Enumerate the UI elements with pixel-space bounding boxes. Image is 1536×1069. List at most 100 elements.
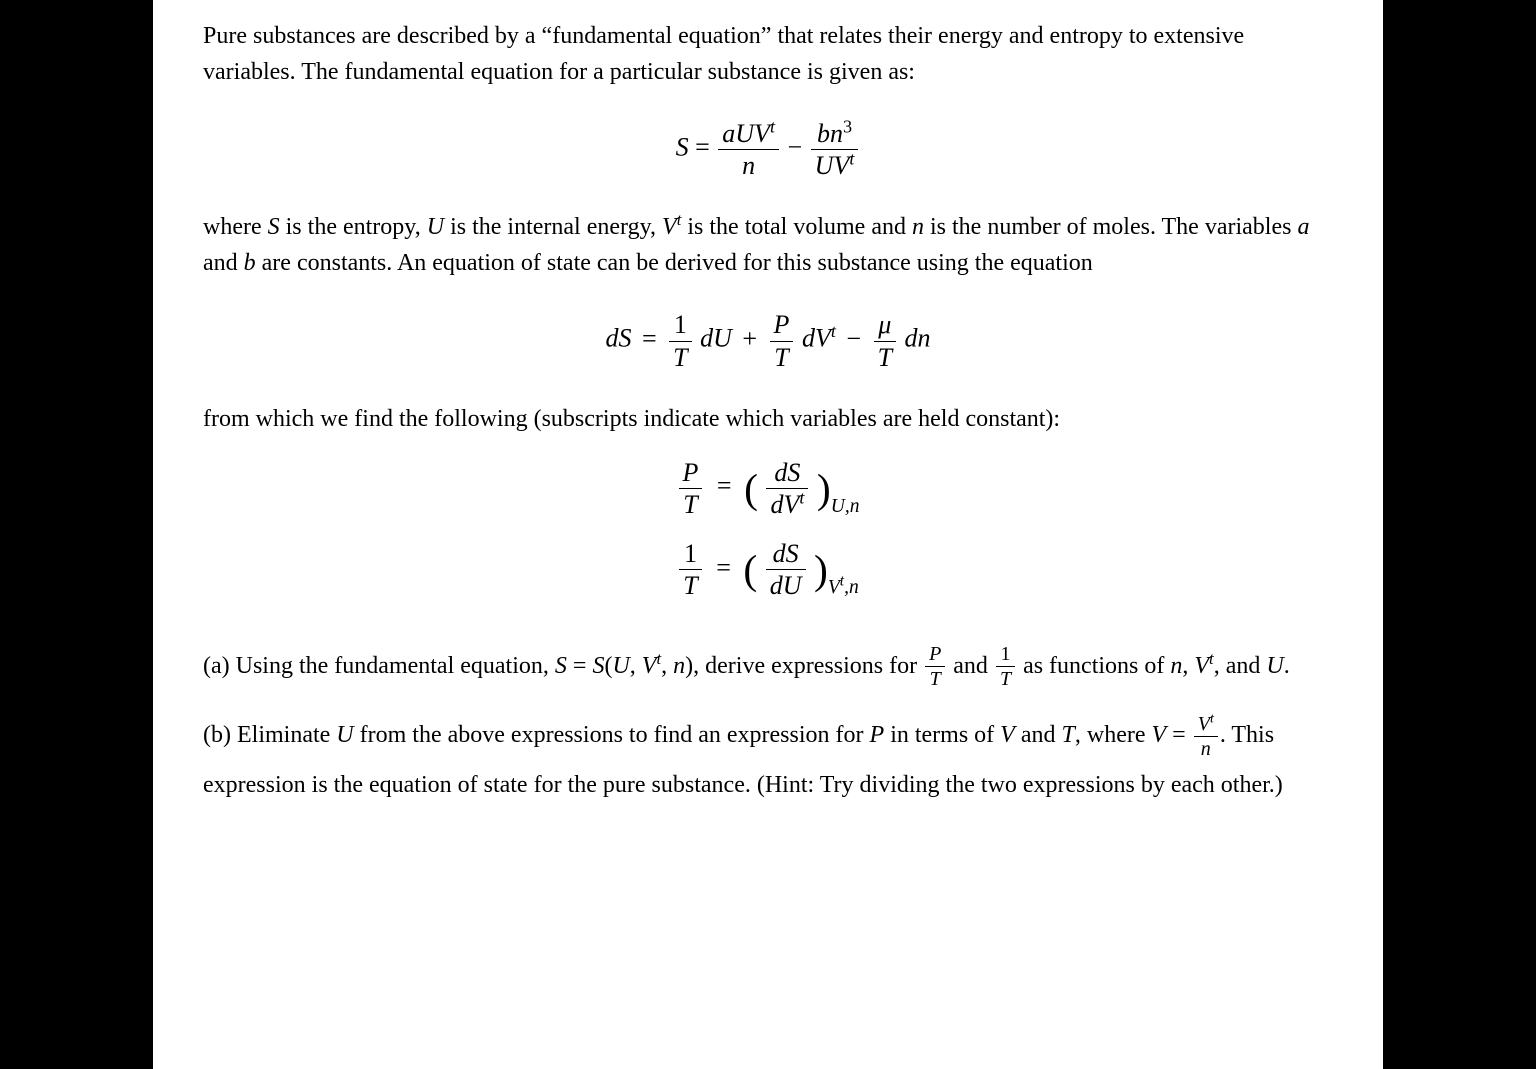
eq1-lhs: S	[676, 133, 689, 162]
eq1-t2: t	[849, 149, 854, 169]
subscripts-paragraph: from which we find the following (subscr…	[203, 401, 1333, 437]
eq1-3: 3	[843, 116, 852, 136]
eq1-V2: V	[833, 151, 849, 180]
pB-fV: V	[1198, 713, 1210, 735]
eq2-f2n: P	[770, 309, 794, 341]
eq3-lhs: P T	[679, 457, 703, 520]
partial-equations: P T = ( dS dVt )U,n 1 T = ( dS dU )Vt,n	[203, 457, 1333, 602]
p2-e: is the number of moles. The variables	[924, 214, 1297, 240]
pA-e: ,	[1182, 653, 1194, 679]
p2-av: a	[1297, 214, 1309, 240]
eq3-sub: U,n	[831, 496, 860, 517]
pA-S: S	[555, 653, 567, 679]
eq2-dV: dV	[802, 324, 831, 353]
eq2-f2d: T	[770, 342, 794, 373]
eq2-plus: +	[742, 324, 757, 353]
eq-P-over-T: P T = ( dS dVt )U,n	[203, 457, 1333, 520]
eq1-U2: U	[815, 151, 834, 180]
p2-f: and	[203, 250, 244, 276]
pA-b: , derive expressions for	[693, 653, 923, 679]
eq1-n3: n	[830, 119, 843, 148]
eq2-t: t	[831, 321, 836, 341]
eq3-t: t	[799, 487, 804, 507]
eq4-sub: Vt,n	[828, 577, 859, 598]
p2-b: is the entropy,	[280, 214, 427, 240]
eq4-dS: dS	[766, 538, 806, 570]
eq4-lparen: (	[743, 547, 757, 593]
pA-f2d: T	[996, 667, 1015, 691]
eq4-1: 1	[679, 538, 701, 570]
pA-f1n: P	[925, 642, 945, 667]
definitions-paragraph: where S is the entropy, U is the interna…	[203, 209, 1333, 281]
pB-V: V	[1000, 722, 1015, 748]
p2-bv: b	[244, 250, 256, 276]
pB-a: (b) Eliminate	[203, 722, 336, 748]
eq1-term1: aUVt n	[718, 118, 779, 181]
eq4-lhs: 1 T	[679, 538, 701, 601]
pB-e: , where	[1075, 722, 1152, 748]
pB-Veq: V	[1152, 722, 1167, 748]
eq3-rhs: dS dVt	[766, 457, 808, 520]
eq4-rparen: )	[814, 547, 828, 593]
eq4-subV: V	[828, 577, 840, 598]
pB-eqv: =	[1166, 722, 1192, 748]
p2-c: is the internal energy,	[444, 214, 662, 240]
pB-U: U	[336, 722, 353, 748]
p2-a: where	[203, 214, 268, 240]
pB-P: P	[870, 722, 885, 748]
pA-c1: ,	[630, 653, 642, 679]
pA-g: .	[1284, 653, 1290, 679]
pB-d: and	[1015, 722, 1062, 748]
pA-U: U	[612, 653, 629, 679]
p2-g: are constants. An equation of state can …	[256, 250, 1093, 276]
eq1-equals: =	[695, 133, 716, 162]
eq2-dU: dU	[700, 324, 732, 353]
pA-close: )	[685, 653, 693, 679]
eq3-T: T	[679, 489, 703, 520]
pA-Vv: V	[1194, 653, 1209, 679]
p2-V: V	[662, 214, 677, 240]
eq1-term2: bn3 UVt	[811, 118, 859, 181]
pB-fn: n	[1194, 737, 1218, 761]
pA-nv: n	[1170, 653, 1182, 679]
p2-d: is the total volume and	[681, 214, 912, 240]
eq3-lparen: (	[744, 465, 758, 511]
eq4-T: T	[679, 570, 701, 601]
pB-b: from the above expressions to find an ex…	[354, 722, 870, 748]
eq3-dS: dS	[766, 457, 808, 489]
eq2-f1d: T	[669, 342, 691, 373]
p2-U: U	[427, 214, 444, 240]
eq1-n: n	[718, 150, 779, 181]
pB-ft: t	[1210, 712, 1214, 727]
eq3-rparen: )	[817, 465, 831, 511]
eq4-eq: =	[716, 553, 731, 582]
pA-Uv: U	[1266, 653, 1283, 679]
part-a: (a) Using the fundamental equation, S = …	[203, 642, 1333, 692]
document-page: Pure substances are described by a “fund…	[153, 0, 1383, 1069]
pA-n: n	[673, 653, 685, 679]
pA-eq: =	[567, 653, 593, 679]
pA-f2: 1T	[996, 642, 1015, 691]
pA-c2: ,	[661, 653, 673, 679]
eq2-f3n: μ	[874, 309, 896, 341]
pB-T: T	[1062, 722, 1075, 748]
pA-f2n: 1	[996, 642, 1015, 667]
pA-d: as functions of	[1017, 653, 1170, 679]
eq2-f1: 1 T	[669, 309, 691, 372]
pA-S2: S	[592, 653, 604, 679]
eq4-dU: dU	[766, 570, 806, 601]
eq2-f2: P T	[770, 309, 794, 372]
equation-fundamental: S = aUVt n − bn3 UVt	[203, 118, 1333, 181]
eq1-a: a	[722, 119, 735, 148]
eq1-V: V	[754, 119, 770, 148]
p2-n: n	[912, 214, 924, 240]
eq4-rhs: dS dU	[766, 538, 806, 601]
eq2-minus: −	[846, 324, 861, 353]
intro-paragraph: Pure substances are described by a “fund…	[203, 18, 1333, 90]
equation-dS: dS = 1 T dU + P T dVt − μ T dn	[203, 309, 1333, 372]
p2-S: S	[268, 214, 280, 240]
pA-f1d: T	[925, 667, 945, 691]
eq1-t: t	[770, 116, 775, 136]
pB-frac: Vtn	[1194, 712, 1218, 761]
pA-f1: PT	[925, 642, 945, 691]
